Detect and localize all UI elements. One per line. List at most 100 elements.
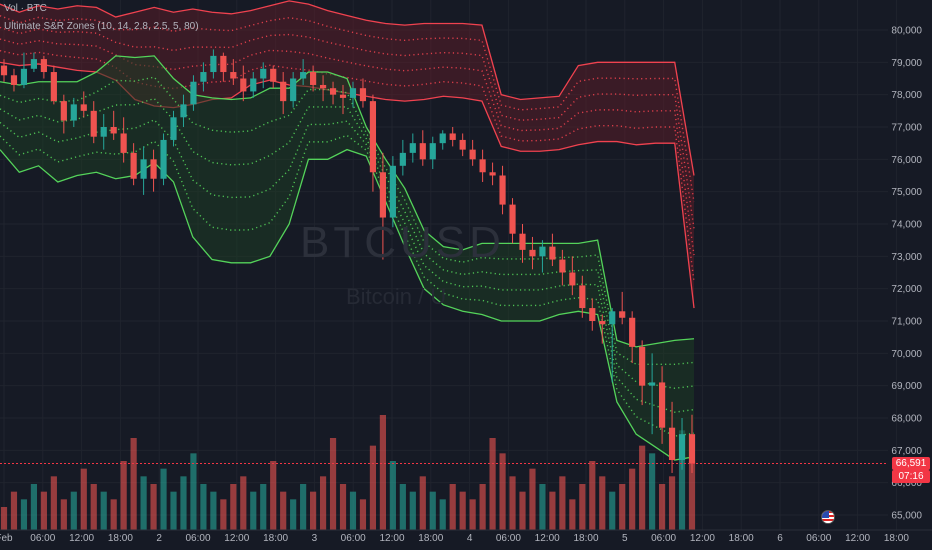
volume-bar — [200, 484, 207, 530]
volume-bar — [619, 484, 626, 530]
candle-body — [389, 165, 396, 218]
volume-bar — [120, 461, 127, 530]
volume-bar — [668, 476, 676, 530]
candle-body — [419, 143, 426, 160]
x-tick-label: 5 — [622, 533, 628, 544]
candle-body — [609, 311, 616, 325]
volume-bar — [359, 499, 367, 530]
y-tick-label: 67,000 — [891, 446, 922, 457]
support-zone-upper-line — [0, 55, 695, 348]
volume-bar — [190, 453, 197, 530]
x-tick-label: 18:00 — [108, 533, 133, 544]
volume-bar — [180, 476, 187, 530]
candle-body — [489, 172, 496, 176]
x-tick-label: 12:00 — [535, 533, 560, 544]
volume-legend[interactable]: Vol · BTC — [4, 3, 47, 14]
volume-bar — [369, 445, 377, 530]
candle-body — [569, 272, 576, 286]
volume-bar — [319, 476, 327, 530]
candle-body — [629, 317, 636, 347]
candle-body — [260, 68, 267, 79]
volume-bar — [658, 484, 666, 530]
candle-body — [280, 81, 287, 102]
candle-body — [519, 233, 526, 250]
chart-grid — [0, 0, 896, 530]
candle-body — [240, 78, 247, 92]
x-tick-label: 12:00 — [379, 533, 404, 544]
y-tick-label: 80,000 — [891, 26, 922, 37]
volume-bar — [210, 491, 217, 530]
y-tick-label: 65,000 — [891, 511, 922, 522]
candle-body — [379, 172, 386, 218]
x-tick-label: 06:00 — [806, 533, 831, 544]
candle-body — [469, 149, 476, 160]
candle-body — [170, 117, 177, 140]
candle-body — [90, 110, 97, 137]
candle-body — [479, 159, 486, 173]
candle-body — [200, 72, 207, 82]
volume-bar — [230, 484, 237, 530]
symbol-watermark: BTCUSD — [300, 218, 505, 267]
candle-body — [349, 88, 357, 98]
candle-body — [449, 133, 456, 140]
candle-body — [599, 321, 606, 325]
x-tick-label: 18:00 — [573, 533, 598, 544]
support-zone-inner-level — [0, 134, 695, 437]
volume-bar — [150, 484, 157, 530]
y-tick-label: 69,000 — [891, 381, 922, 392]
volume-bar — [479, 484, 486, 530]
candle-body — [499, 175, 506, 205]
volume-bar — [459, 491, 466, 530]
us-flag-icon[interactable] — [821, 510, 835, 524]
candle-body — [668, 427, 676, 461]
volume-bar — [549, 491, 556, 530]
candle-body — [10, 75, 18, 85]
candle-body — [439, 133, 446, 144]
x-tick-label: 12:00 — [690, 533, 715, 544]
volume-bar — [519, 491, 526, 530]
volume-bar — [579, 484, 586, 530]
candle-body — [678, 434, 686, 461]
volume-bar — [170, 491, 177, 530]
candle-body — [270, 68, 277, 82]
time-axis[interactable]: Feb 06:00 12:00 18:00 2 06:00 12:00 18:00 3 06:00… — [0, 529, 932, 544]
candle-body — [589, 308, 596, 321]
volume-bar — [629, 468, 636, 530]
candle-body — [369, 101, 377, 173]
volume-bar — [609, 491, 616, 530]
volume-bar — [688, 461, 696, 530]
y-tick-label: 77,000 — [891, 123, 922, 134]
candle-body — [220, 55, 227, 73]
candle-body — [649, 382, 656, 386]
price-axis[interactable]: 80,000 79,000 78,000 77,000 76,000 75,000 74,0… — [891, 26, 922, 522]
volume-bar — [0, 507, 8, 530]
volume-bar — [280, 491, 287, 530]
volume-bar — [50, 476, 57, 530]
candle-body — [359, 88, 367, 102]
candle-body — [579, 285, 586, 309]
x-tick-label: 12:00 — [69, 533, 94, 544]
candle-body — [50, 72, 57, 102]
x-tick-label: 06:00 — [496, 533, 521, 544]
x-tick-label: 06:00 — [30, 533, 55, 544]
resistance-zone-upper-line — [0, 0, 695, 176]
candle-body — [20, 68, 28, 85]
candle-body — [619, 311, 626, 318]
y-tick-label: 70,000 — [891, 349, 922, 360]
candle-body — [160, 139, 167, 179]
x-tick-label: 4 — [467, 533, 473, 544]
y-tick-label: 72,000 — [891, 284, 922, 295]
volume-bar — [409, 491, 416, 530]
candle-body — [130, 152, 137, 179]
candle-body — [180, 104, 187, 118]
volume-bar — [639, 445, 646, 530]
indicator-legend[interactable]: Ultimate S&R Zones (10, 14, 2.8, 2.5, 5,… — [4, 21, 199, 32]
y-tick-label: 75,000 — [891, 187, 922, 198]
candle-body — [290, 78, 297, 102]
volume-bar — [290, 499, 297, 530]
volume-bar — [379, 415, 386, 530]
volume-bar — [589, 461, 596, 530]
candle-body — [319, 84, 327, 89]
resistance-zone-inner-level — [0, 26, 695, 229]
